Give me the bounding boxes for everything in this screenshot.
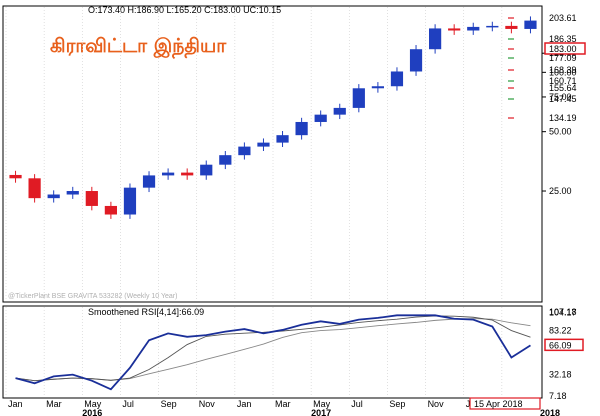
candle-body (276, 135, 289, 143)
price-level-label: 134.19 (549, 113, 577, 123)
candle-body (85, 191, 98, 206)
watermark: @TickerPlant BSE GRAVITA 533282 (Weekly … (8, 293, 177, 300)
price-level-label: 147.45 (549, 94, 577, 104)
candle-body (486, 25, 499, 28)
candle-body (467, 26, 480, 31)
rsi-tick-label: 7.18 (549, 391, 567, 401)
candle-body (200, 164, 213, 176)
date-badge: 15 Apr 2018 (474, 399, 523, 409)
candle-body (333, 107, 346, 115)
month-label: Nov (199, 399, 216, 409)
price-tick-label: 25.00 (549, 186, 572, 196)
price-level-label: 203.61 (549, 13, 577, 23)
candle-body (142, 175, 156, 188)
month-label: Sep (389, 399, 405, 409)
price-level-label: 155.64 (549, 83, 577, 93)
rsi-panel (2, 305, 543, 399)
candle-body (505, 25, 518, 29)
candles-layer (9, 16, 537, 219)
candle-body (390, 71, 404, 87)
candle-body (47, 194, 60, 199)
rsi-tick-label: 83.22 (549, 326, 572, 336)
rsi-tick-label: 66.09 (549, 340, 572, 350)
ohlc-readout: O:173.40 H:186.90 L:165.20 C:183.00 UC:1… (88, 5, 281, 15)
candle-body (9, 174, 22, 179)
last-price-box (544, 42, 586, 55)
candle-body (219, 155, 232, 165)
month-label: May (313, 399, 331, 409)
candle-body (181, 172, 194, 176)
time-axis: JanMarMayJulSepNovJanMarMayJulSepNovJanM… (8, 397, 560, 416)
year-label: 2017 (311, 408, 331, 416)
price-tick-label: 75.00 (549, 92, 572, 102)
candle-body (123, 187, 137, 215)
candle-body (104, 205, 117, 215)
price-tick-label: 100.00 (549, 67, 577, 77)
rsi-layer (15, 314, 531, 391)
candle-body (524, 20, 537, 29)
candle-body (28, 178, 41, 199)
stock-title: கிராவிட்டா இந்தியா (50, 35, 227, 59)
month-label: May (84, 399, 102, 409)
candle-body (66, 191, 79, 195)
month-label: Nov (428, 399, 445, 409)
price-level-label: 186.35 (549, 34, 577, 44)
last-rsi-box (544, 338, 584, 352)
month-label: Mar (46, 399, 62, 409)
rsi-line (15, 314, 531, 391)
year-label: 2016 (82, 408, 102, 416)
candle-body (314, 114, 327, 122)
month-label: Jul (351, 399, 363, 409)
month-label: Jul (122, 399, 134, 409)
candle-body (448, 28, 461, 31)
rsi-title: Smoothened RSI[4,14]:66.09 (88, 307, 204, 317)
candle-body (371, 86, 384, 89)
month-label: Mar (275, 399, 291, 409)
candle-body (409, 49, 423, 72)
candle-body (429, 28, 442, 50)
price-axis: 25.0050.0075.00100.00125.00203.61186.351… (508, 13, 586, 196)
candle-body (238, 146, 251, 156)
month-label: Sep (161, 399, 177, 409)
price-level-label: 183.00 (549, 44, 577, 54)
date-badge-box (469, 397, 541, 410)
rsi-tick-label: 104.17 (549, 308, 577, 318)
candle-body (162, 172, 175, 176)
price-tick-label: 50.00 (549, 127, 572, 137)
candle-body (257, 142, 270, 147)
price-level-label: 168.39 (549, 65, 577, 75)
price-level-label: 177.09 (549, 53, 577, 63)
year-label: 2018 (540, 408, 560, 416)
candle-body (352, 88, 365, 108)
month-label: Jan (8, 399, 23, 409)
rsi-tick-label: 32.18 (549, 370, 572, 380)
price-panel (2, 5, 543, 303)
price-level-label: 160.71 (549, 76, 577, 86)
candle-body (295, 121, 308, 136)
month-label: Jan (237, 399, 252, 409)
rsi-tick-label: 107.18 (549, 307, 577, 317)
